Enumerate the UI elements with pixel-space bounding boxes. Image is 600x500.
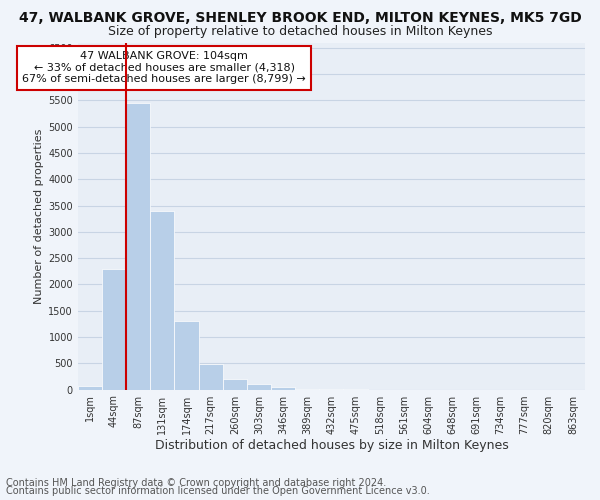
Bar <box>319 389 343 390</box>
Text: Contains public sector information licensed under the Open Government Licence v3: Contains public sector information licen… <box>6 486 430 496</box>
Bar <box>102 268 126 390</box>
Bar <box>295 388 319 390</box>
Bar <box>199 364 223 390</box>
Bar <box>223 379 247 390</box>
Bar <box>271 387 295 390</box>
Bar <box>126 103 150 390</box>
Bar <box>247 384 271 390</box>
Text: 47, WALBANK GROVE, SHENLEY BROOK END, MILTON KEYNES, MK5 7GD: 47, WALBANK GROVE, SHENLEY BROOK END, MI… <box>19 12 581 26</box>
Text: Contains HM Land Registry data © Crown copyright and database right 2024.: Contains HM Land Registry data © Crown c… <box>6 478 386 488</box>
Text: 47 WALBANK GROVE: 104sqm
← 33% of detached houses are smaller (4,318)
67% of sem: 47 WALBANK GROVE: 104sqm ← 33% of detach… <box>22 51 306 84</box>
Bar <box>150 211 175 390</box>
Y-axis label: Number of detached properties: Number of detached properties <box>34 128 44 304</box>
Bar <box>175 321 199 390</box>
Text: Size of property relative to detached houses in Milton Keynes: Size of property relative to detached ho… <box>108 25 492 38</box>
Bar <box>78 386 102 390</box>
X-axis label: Distribution of detached houses by size in Milton Keynes: Distribution of detached houses by size … <box>155 440 508 452</box>
